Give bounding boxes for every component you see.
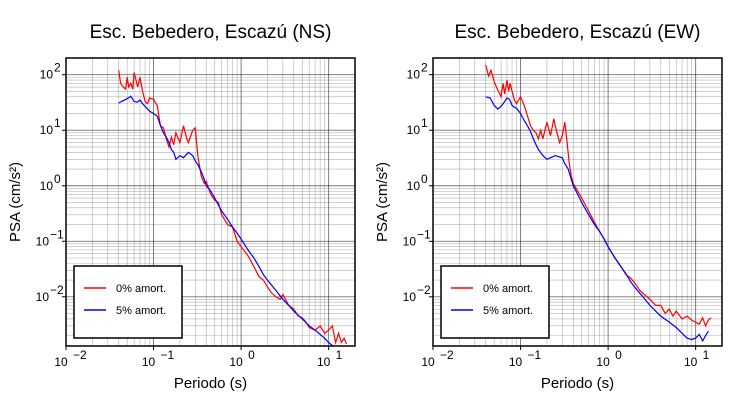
x-axis-label: Periodo (s) xyxy=(541,375,614,392)
y-tick-label: 10 xyxy=(407,68,421,82)
x-tick-label: 10 xyxy=(229,355,243,369)
y-axis-label: PSA (cm/s²) xyxy=(7,162,24,242)
x-tick-exponent: −1 xyxy=(528,348,542,362)
y-tick-exponent: −1 xyxy=(50,227,64,241)
legend-label: 5% amort. xyxy=(483,305,533,317)
plot-frame xyxy=(65,57,356,347)
y-tick-label: 10 xyxy=(407,179,421,193)
legend-box xyxy=(440,265,550,339)
x-axis-label: Periodo (s) xyxy=(174,375,247,392)
y-tick-exponent: 1 xyxy=(54,116,61,130)
y-tick-label: 10 xyxy=(40,123,54,137)
y-tick-label: 10 xyxy=(40,68,54,82)
x-tick-exponent: 0 xyxy=(615,348,622,362)
series-line-blue xyxy=(118,95,335,346)
legend-box xyxy=(73,265,183,339)
legend-label: 0% amort. xyxy=(116,283,166,295)
x-tick-label: 10 xyxy=(142,355,156,369)
y-tick-label: 10 xyxy=(36,234,50,248)
legend-label: 5% amort. xyxy=(116,305,166,317)
x-tick-label: 10 xyxy=(54,355,68,369)
series-line-red xyxy=(485,64,712,328)
y-tick-label: 10 xyxy=(403,234,417,248)
x-tick-exponent: 1 xyxy=(336,348,343,362)
y-tick-exponent: −1 xyxy=(417,227,431,241)
y-tick-label: 10 xyxy=(407,123,421,137)
y-tick-exponent: 0 xyxy=(54,172,61,186)
x-tick-label: 10 xyxy=(509,355,523,369)
chart-title: Esc. Bebedero, Escazú (NS) xyxy=(90,22,332,43)
legend-label: 0% amort. xyxy=(483,283,533,295)
x-tick-label: 10 xyxy=(317,355,331,369)
x-tick-exponent: −2 xyxy=(440,348,454,362)
y-tick-exponent: −2 xyxy=(50,283,64,297)
legend: 0% amort. 5% amort. xyxy=(73,265,183,339)
x-tick-label: 10 xyxy=(596,355,610,369)
plot-frame xyxy=(432,57,723,347)
x-tick-label: 10 xyxy=(684,355,698,369)
y-tick-exponent: 2 xyxy=(54,61,61,75)
y-tick-exponent: 0 xyxy=(421,172,428,186)
x-tick-exponent: 1 xyxy=(703,348,710,362)
legend: 0% amort. 5% amort. xyxy=(440,265,550,339)
y-tick-exponent: −2 xyxy=(417,283,431,297)
y-tick-exponent: 1 xyxy=(421,116,428,130)
y-axis-label: PSA (cm/s²) xyxy=(374,162,391,242)
series-line-blue xyxy=(485,96,709,343)
y-tick-label: 10 xyxy=(36,290,50,304)
y-tick-label: 10 xyxy=(403,290,417,304)
chart-title: Esc. Bebedero, Escazú (EW) xyxy=(454,22,700,43)
x-tick-exponent: −2 xyxy=(73,348,87,362)
x-tick-exponent: 0 xyxy=(248,348,255,362)
y-tick-exponent: 2 xyxy=(421,61,428,75)
y-tick-label: 10 xyxy=(40,179,54,193)
x-tick-label: 10 xyxy=(421,355,435,369)
x-tick-exponent: −1 xyxy=(161,348,175,362)
